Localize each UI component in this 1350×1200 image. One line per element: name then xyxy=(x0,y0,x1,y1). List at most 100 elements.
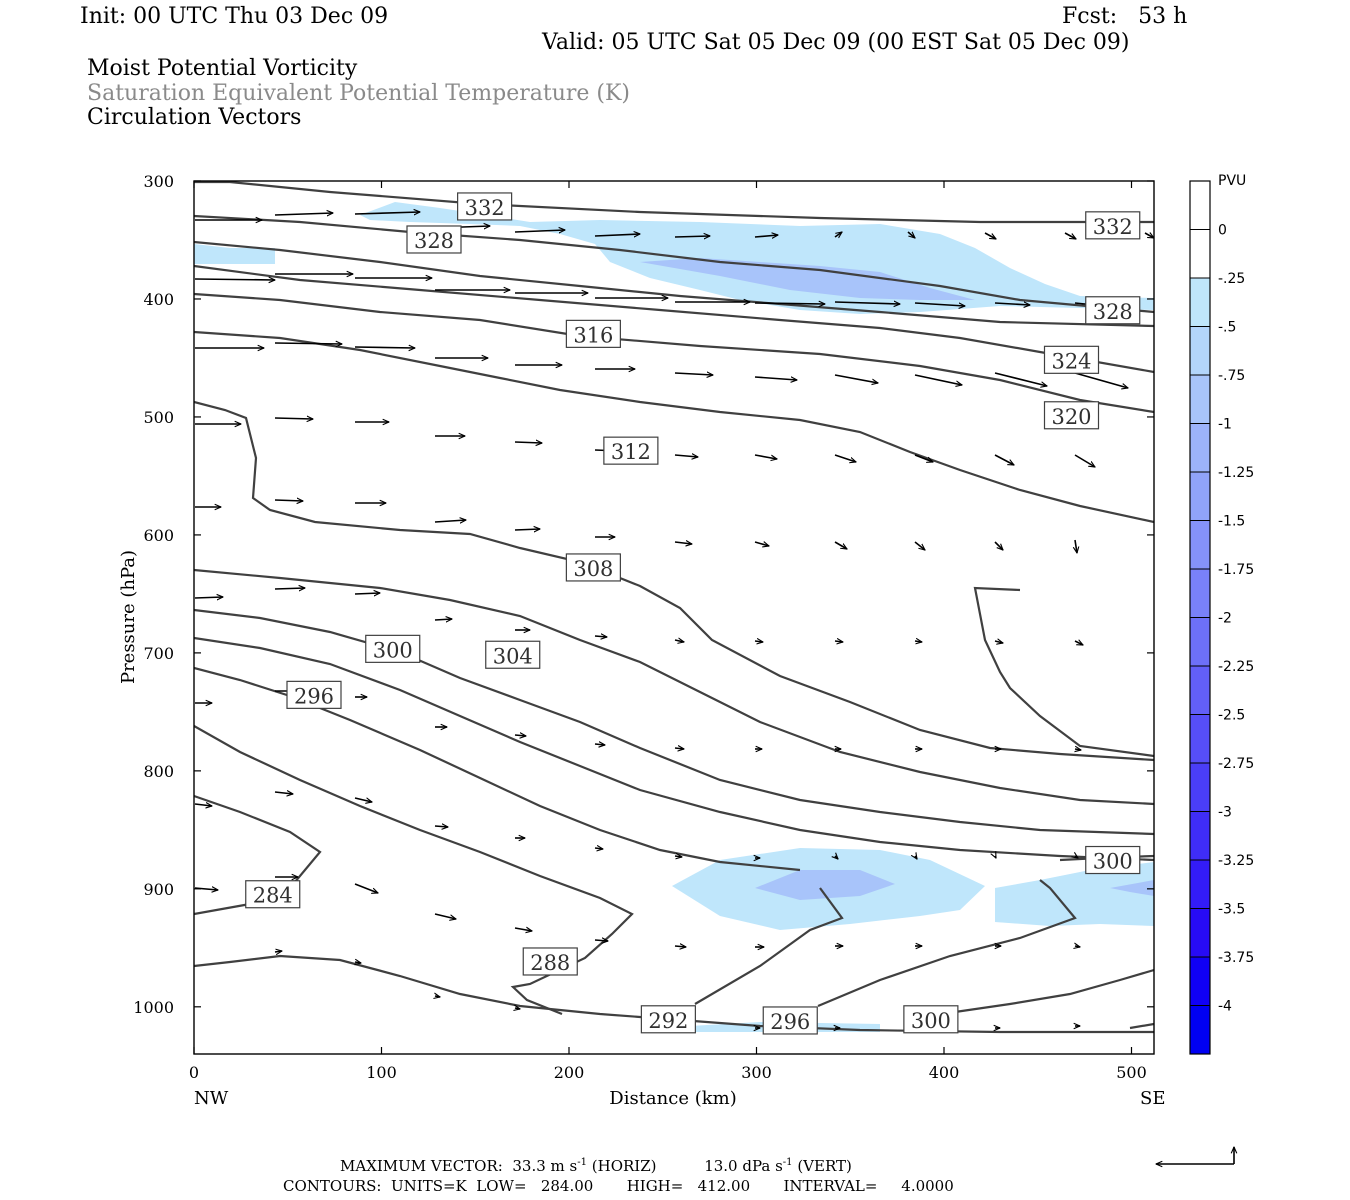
y-tick-label: 400 xyxy=(143,290,174,309)
vector xyxy=(834,374,878,383)
svg-text:328: 328 xyxy=(1093,300,1133,324)
colorbar-unit: PVU xyxy=(1218,173,1246,189)
valid-time: Valid: 05 UTC Sat 05 Dec 09 (00 EST Sat … xyxy=(542,30,1130,55)
colorbar-swatch xyxy=(1190,1005,1210,1055)
max-vector-horiz: 33.3 m s xyxy=(512,1157,578,1175)
colorbar-label: -.75 xyxy=(1218,368,1245,384)
vector xyxy=(434,826,448,827)
vector xyxy=(594,744,605,745)
vector xyxy=(1075,946,1080,947)
contour-line xyxy=(194,725,634,1016)
colorbar-swatch xyxy=(1190,181,1210,230)
svg-text:284: 284 xyxy=(253,884,293,908)
contour-label: 316 xyxy=(565,319,621,348)
x-end-label-se: SE xyxy=(1140,1088,1165,1109)
vector xyxy=(674,455,698,457)
colorbar-label: -1.25 xyxy=(1218,465,1254,481)
colorbar-label: 0 xyxy=(1218,223,1227,239)
mpv-shade-right-mid xyxy=(1110,880,1154,896)
vector xyxy=(1064,232,1076,240)
vector xyxy=(274,588,305,589)
vector xyxy=(354,593,380,594)
vector xyxy=(1075,539,1077,553)
vector xyxy=(834,232,842,237)
reference-vector-icon xyxy=(1156,1147,1234,1164)
vector xyxy=(994,303,1030,305)
vector xyxy=(434,619,452,620)
x-end-label-nw: NW xyxy=(194,1088,229,1109)
vector xyxy=(994,372,1047,386)
y-tick-label: 300 xyxy=(143,172,174,191)
colorbar-swatch xyxy=(1190,908,1210,958)
contour-label: 332 xyxy=(457,192,513,221)
x-tick-label: 200 xyxy=(554,1063,585,1082)
colorbar-label: -3.25 xyxy=(1218,853,1254,869)
vector xyxy=(194,279,275,280)
x-axis-label: Distance (km) xyxy=(609,1088,736,1109)
vector xyxy=(834,454,856,462)
vector xyxy=(514,928,532,931)
svg-text:304: 304 xyxy=(493,644,533,668)
contour-line xyxy=(194,292,1154,414)
vector xyxy=(984,232,996,240)
colorbar-label: -3 xyxy=(1218,805,1232,821)
svg-text:288: 288 xyxy=(530,951,570,975)
contour-line xyxy=(194,568,1154,806)
contour-label: 288 xyxy=(522,947,578,976)
mpv-shade-lower-mid xyxy=(755,870,895,900)
vector xyxy=(274,500,303,501)
contour-label: 300 xyxy=(903,1005,959,1034)
vector xyxy=(674,946,686,947)
vector xyxy=(274,213,333,215)
colorbar-swatch xyxy=(1190,278,1210,327)
colorbar-swatch xyxy=(1190,375,1210,424)
y-tick-label: 800 xyxy=(143,762,174,781)
x-tick-label: 500 xyxy=(1116,1063,1147,1082)
colorbar-swatch xyxy=(1190,326,1210,376)
svg-text:332: 332 xyxy=(465,196,505,220)
vector xyxy=(754,641,763,642)
svg-text:328: 328 xyxy=(414,229,454,253)
contour-line xyxy=(194,240,1154,328)
vector xyxy=(914,374,962,385)
svg-text:316: 316 xyxy=(573,323,613,347)
contour-line xyxy=(1129,1022,1154,1030)
colorbar-swatch xyxy=(1190,229,1210,279)
colorbar-label: -.5 xyxy=(1218,320,1236,336)
vector xyxy=(274,418,313,419)
contour-line xyxy=(194,400,1154,762)
y-tick-label: 500 xyxy=(143,408,174,427)
vector xyxy=(274,792,293,794)
vector xyxy=(754,542,769,546)
vector xyxy=(274,951,282,952)
svg-text:292: 292 xyxy=(648,1009,688,1033)
y-tick-label: 600 xyxy=(143,526,174,545)
colorbar-label: -1.5 xyxy=(1218,514,1245,530)
vector xyxy=(914,454,933,462)
vector xyxy=(1075,856,1078,858)
vector xyxy=(995,856,997,858)
vector xyxy=(434,913,456,919)
x-tick-label: 0 xyxy=(189,1063,199,1082)
max-vector-label: MAXIMUM VECTOR: xyxy=(340,1157,503,1175)
contour-line xyxy=(194,330,1154,524)
contour-line xyxy=(194,264,1154,374)
contour-line xyxy=(194,666,801,872)
vector xyxy=(1074,454,1095,467)
max-vector-vert-unit: (VERT) xyxy=(792,1157,852,1175)
svg-text:308: 308 xyxy=(573,557,613,581)
vector xyxy=(194,597,223,598)
x-tick-label: 400 xyxy=(929,1063,960,1082)
colorbar-swatch xyxy=(1190,763,1210,812)
vector xyxy=(754,303,825,304)
contour-label: 320 xyxy=(1043,401,1100,430)
plot-frame xyxy=(193,180,1155,1055)
vector xyxy=(834,541,847,549)
vector xyxy=(674,856,682,857)
contour-line xyxy=(973,586,1154,758)
vector xyxy=(514,529,540,530)
colorbar-swatch xyxy=(1190,714,1210,764)
contour-label: 300 xyxy=(1085,845,1141,875)
vector xyxy=(754,454,777,459)
field-title-theta-es: Saturation Equivalent Potential Temperat… xyxy=(87,81,630,106)
